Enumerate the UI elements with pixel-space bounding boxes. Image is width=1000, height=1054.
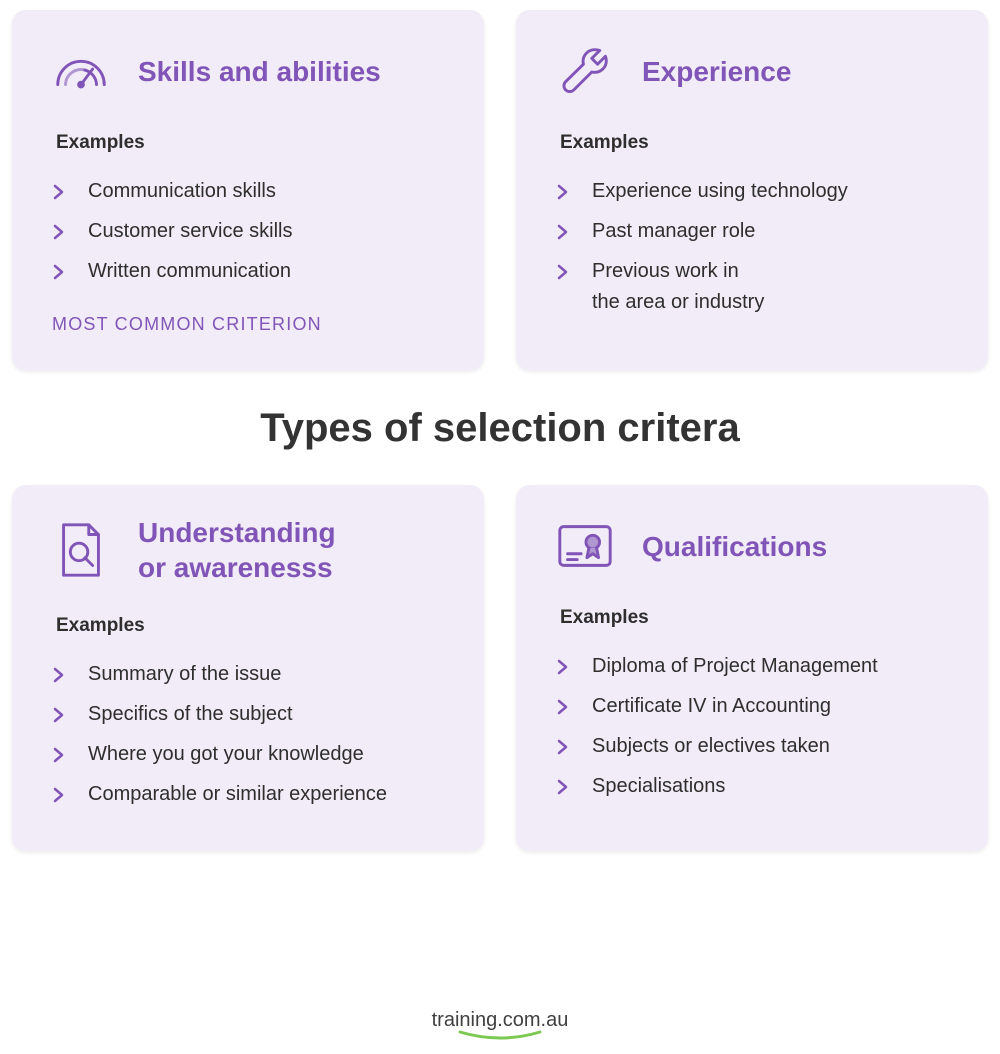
list-item: Experience using technology bbox=[556, 176, 958, 214]
list-item: Past manager role bbox=[556, 216, 958, 254]
list-item: Comparable or similar experience bbox=[52, 779, 454, 817]
list-item: Customer service skills bbox=[52, 216, 454, 254]
list-item-text: Customer service skills bbox=[88, 216, 292, 247]
list-item-text: Previous work inthe area or industry bbox=[592, 256, 764, 318]
footer-logo: training.com.au bbox=[0, 1009, 1000, 1040]
chevron-icon bbox=[556, 216, 570, 254]
list-item-text: Diploma of Project Management bbox=[592, 651, 878, 682]
list-item-text: Communication skills bbox=[88, 176, 276, 207]
chevron-icon bbox=[556, 176, 570, 214]
chevron-icon bbox=[556, 731, 570, 769]
chevron-icon bbox=[52, 176, 66, 214]
examples-label: Examples bbox=[560, 607, 958, 629]
chevron-icon bbox=[52, 699, 66, 737]
list-item-text: Specialisations bbox=[592, 771, 725, 802]
list-item-text: Written communication bbox=[88, 256, 291, 287]
main-title: Types of selection critera bbox=[12, 370, 988, 485]
examples-label: Examples bbox=[56, 615, 454, 637]
examples-list: Experience using technology Past manager … bbox=[556, 176, 958, 318]
list-item-text: Certificate IV in Accounting bbox=[592, 691, 831, 722]
list-item: Diploma of Project Management bbox=[556, 651, 958, 689]
wrench-icon bbox=[554, 40, 616, 102]
list-item: Specifics of the subject bbox=[52, 699, 454, 737]
chevron-icon bbox=[556, 691, 570, 729]
gauge-icon bbox=[50, 40, 112, 102]
certificate-icon bbox=[554, 515, 616, 577]
card-qualifications: Qualifications Examples Diploma of Proje… bbox=[516, 485, 988, 851]
card-experience: Experience Examples Experience using tec… bbox=[516, 10, 988, 370]
card-title: Understandingor awarenesss bbox=[138, 515, 336, 585]
list-item: Previous work inthe area or industry bbox=[556, 256, 958, 318]
examples-label: Examples bbox=[560, 132, 958, 154]
chevron-icon bbox=[556, 771, 570, 809]
card-skills: Skills and abilities Examples Communicat… bbox=[12, 10, 484, 370]
card-title: Qualifications bbox=[642, 529, 827, 564]
card-header: Qualifications bbox=[554, 515, 958, 577]
infographic-grid: Skills and abilities Examples Communicat… bbox=[0, 0, 1000, 851]
list-item: Specialisations bbox=[556, 771, 958, 809]
chevron-icon bbox=[52, 256, 66, 294]
list-item-text: Comparable or similar experience bbox=[88, 779, 387, 810]
list-item-text: Specifics of the subject bbox=[88, 699, 293, 730]
examples-list: Communication skills Customer service ski… bbox=[52, 176, 454, 294]
chevron-icon bbox=[52, 216, 66, 254]
list-item-text: Subjects or electives taken bbox=[592, 731, 830, 762]
examples-label: Examples bbox=[56, 132, 454, 154]
examples-list: Summary of the issue Specifics of the sub… bbox=[52, 659, 454, 817]
examples-list: Diploma of Project Management Certificate… bbox=[556, 651, 958, 809]
list-item: Written communication bbox=[52, 256, 454, 294]
chevron-icon bbox=[556, 256, 570, 294]
list-item-text: Where you got your knowledge bbox=[88, 739, 364, 770]
list-item-text: Summary of the issue bbox=[88, 659, 281, 690]
chevron-icon bbox=[52, 739, 66, 777]
card-title: Skills and abilities bbox=[138, 54, 381, 89]
most-common-badge: MOST COMMON CRITERION bbox=[52, 314, 454, 335]
logo-text: training.com.au bbox=[432, 1009, 569, 1032]
list-item: Where you got your knowledge bbox=[52, 739, 454, 777]
list-item-text: Experience using technology bbox=[592, 176, 848, 207]
list-item: Communication skills bbox=[52, 176, 454, 214]
card-understanding: Understandingor awarenesss Examples Summ… bbox=[12, 485, 484, 851]
card-header: Experience bbox=[554, 40, 958, 102]
chevron-icon bbox=[52, 659, 66, 697]
card-header: Understandingor awarenesss bbox=[50, 515, 454, 585]
list-item: Certificate IV in Accounting bbox=[556, 691, 958, 729]
chevron-icon bbox=[52, 779, 66, 817]
card-title: Experience bbox=[642, 54, 791, 89]
list-item: Subjects or electives taken bbox=[556, 731, 958, 769]
card-header: Skills and abilities bbox=[50, 40, 454, 102]
list-item-text: Past manager role bbox=[592, 216, 755, 247]
list-item: Summary of the issue bbox=[52, 659, 454, 697]
search-doc-icon bbox=[50, 519, 112, 581]
chevron-icon bbox=[556, 651, 570, 689]
